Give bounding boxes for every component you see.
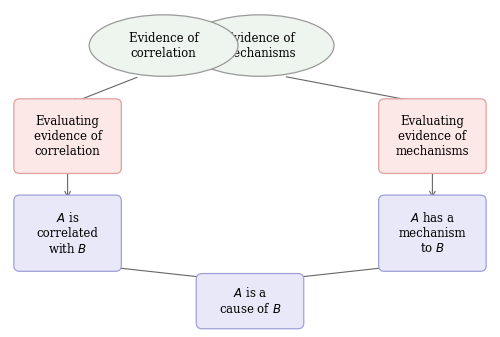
FancyBboxPatch shape <box>196 274 304 329</box>
FancyBboxPatch shape <box>14 99 122 174</box>
Text: $A$ is
correlated
with $B$: $A$ is correlated with $B$ <box>36 211 98 256</box>
FancyBboxPatch shape <box>378 195 486 271</box>
Text: Evidence of
mechanisms: Evidence of mechanisms <box>223 32 296 60</box>
Text: Evidence of
correlation: Evidence of correlation <box>128 32 198 60</box>
FancyBboxPatch shape <box>14 195 122 271</box>
Text: Evaluating
evidence of
correlation: Evaluating evidence of correlation <box>34 115 102 158</box>
Text: $A$ is a
cause of $B$: $A$ is a cause of $B$ <box>219 286 281 316</box>
FancyBboxPatch shape <box>378 99 486 174</box>
Text: Evaluating
evidence of
mechanisms: Evaluating evidence of mechanisms <box>396 115 469 158</box>
Ellipse shape <box>89 15 238 76</box>
Ellipse shape <box>185 15 334 76</box>
Text: $A$ has a
mechanism
to $B$: $A$ has a mechanism to $B$ <box>398 211 466 255</box>
